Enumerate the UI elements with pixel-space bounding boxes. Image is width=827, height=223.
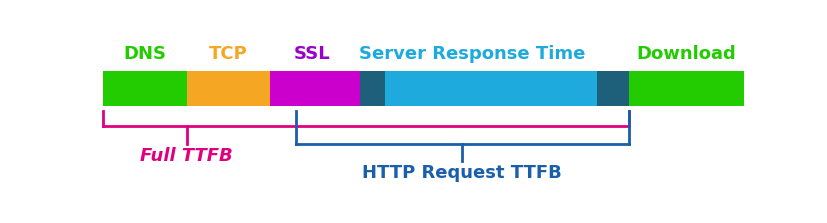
- Bar: [629, 71, 744, 106]
- Text: Download: Download: [637, 45, 737, 63]
- Bar: [270, 71, 360, 106]
- Text: HTTP Request TTFB: HTTP Request TTFB: [362, 164, 562, 182]
- Text: TCP: TCP: [209, 45, 248, 63]
- Bar: [385, 71, 597, 106]
- Bar: [187, 71, 270, 106]
- Text: SSL: SSL: [294, 45, 330, 63]
- Bar: [597, 71, 629, 106]
- Bar: [360, 71, 385, 106]
- Bar: [103, 71, 187, 106]
- Text: Full TTFB: Full TTFB: [141, 147, 233, 165]
- Text: DNS: DNS: [123, 45, 166, 63]
- Text: Server Response Time: Server Response Time: [359, 45, 585, 63]
